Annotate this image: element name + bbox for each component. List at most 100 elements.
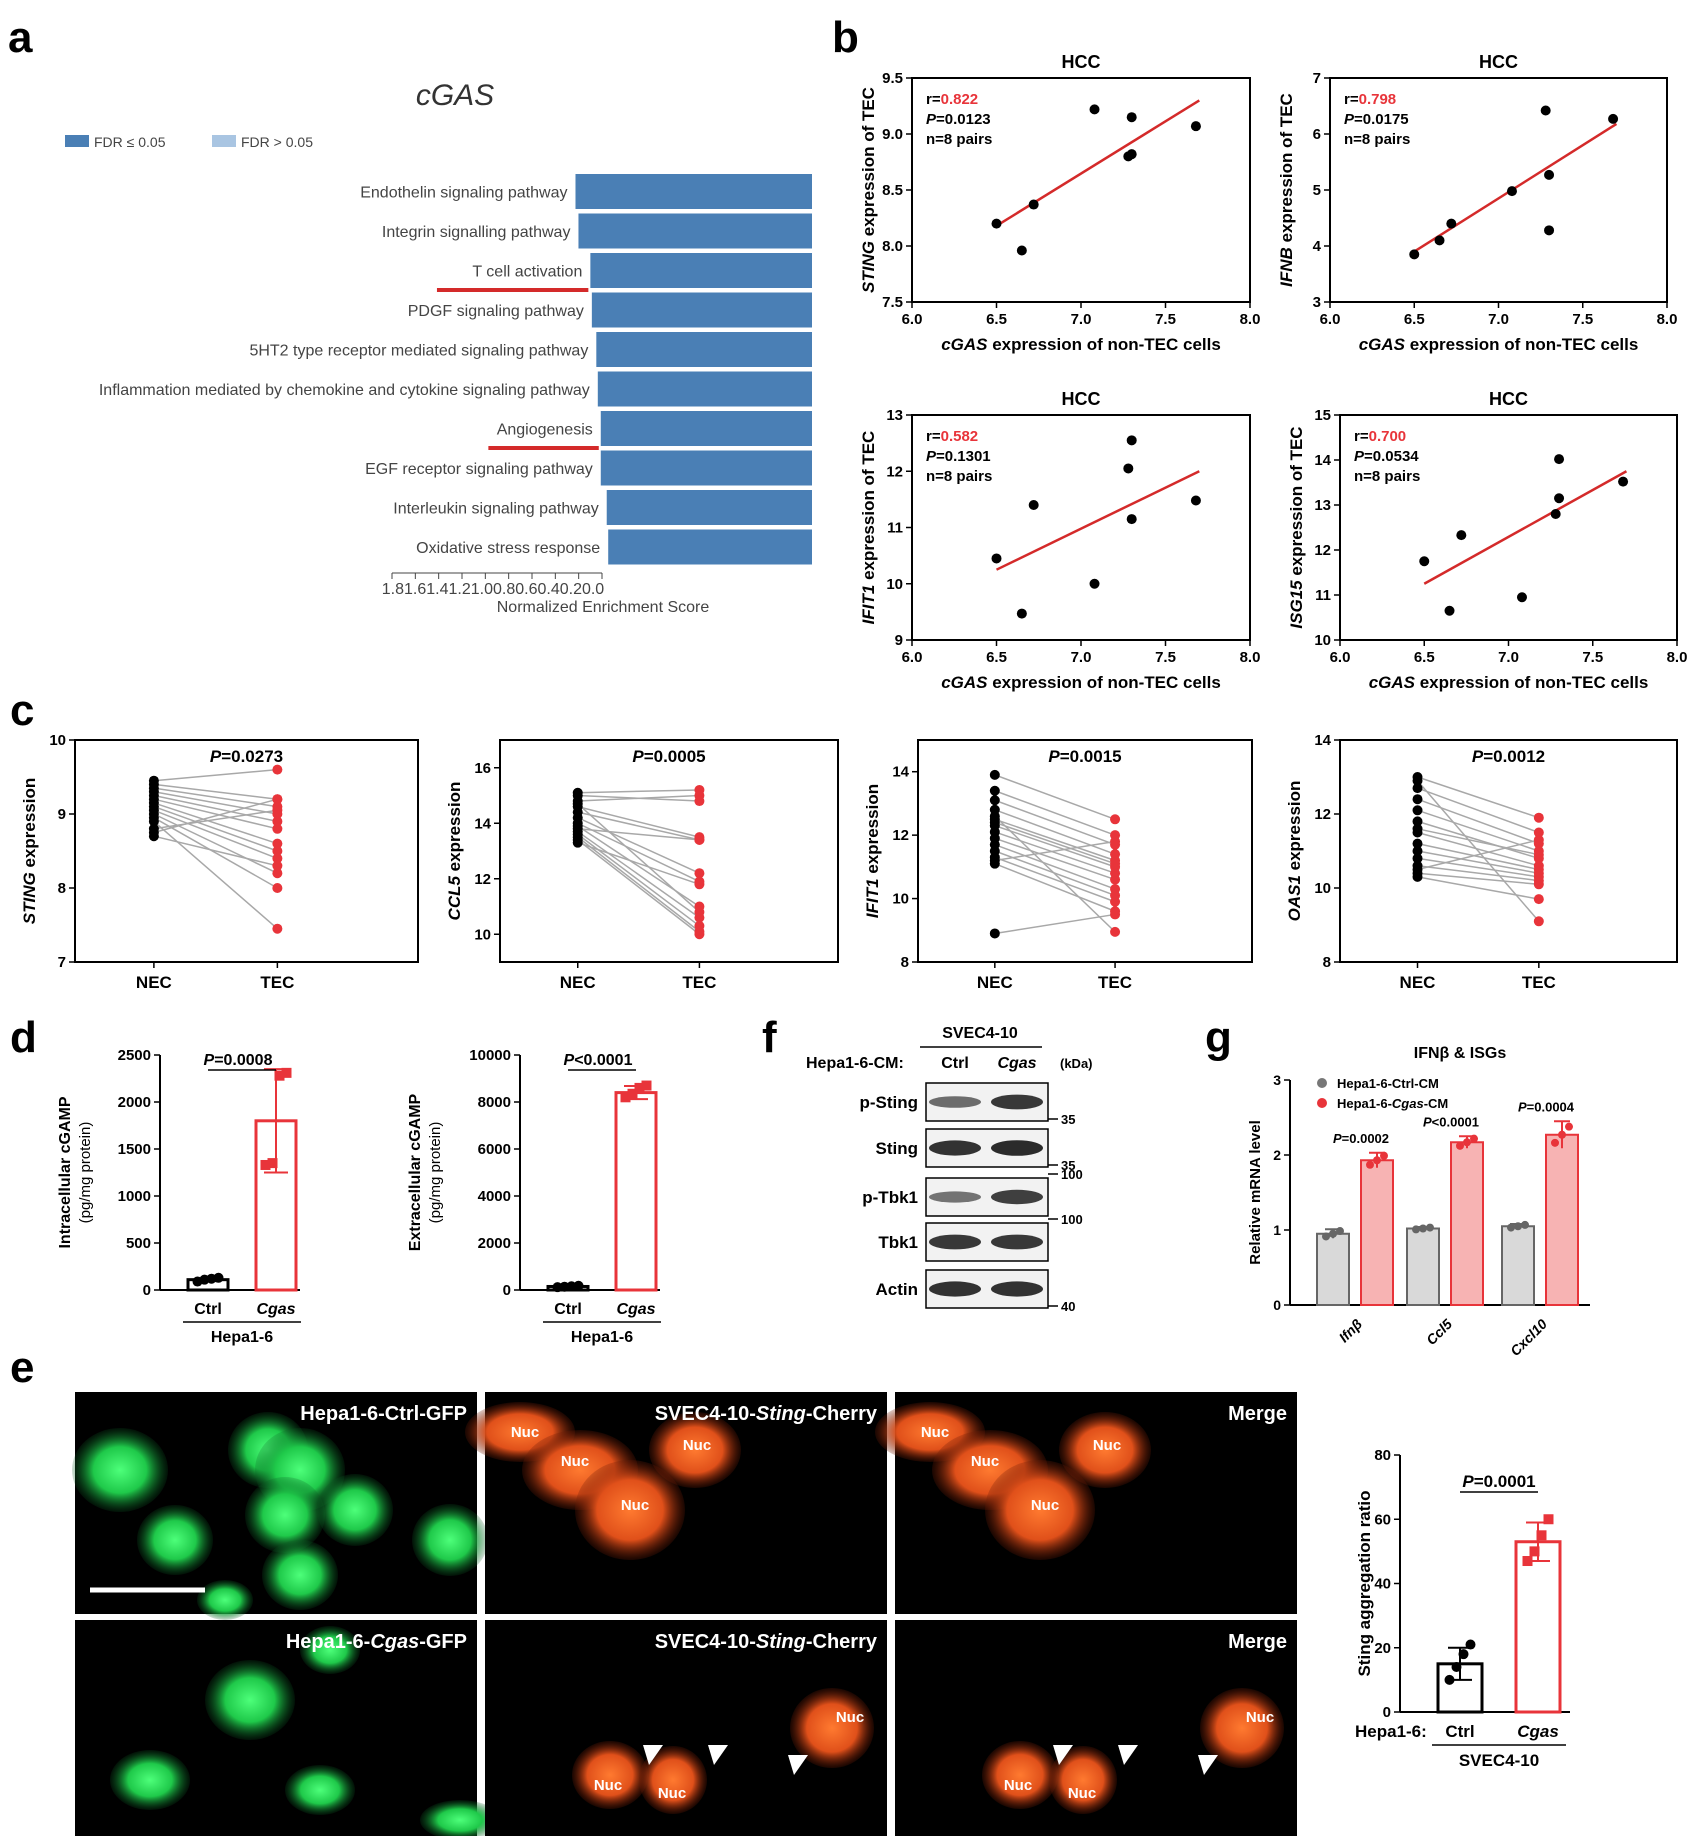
nec-point (1412, 846, 1423, 856)
x-category: Cxcl10 (1507, 1316, 1550, 1359)
nec-point (572, 823, 583, 834)
x-category-tec: TEC (1522, 973, 1556, 992)
r-value: r=0.700 (1354, 428, 1406, 445)
nec-point (1412, 816, 1423, 827)
y-tick-label: 0 (503, 1282, 511, 1299)
scatter-b4: HCC 6.0 6.5 7.0 7.5 8.0 10 11 12 13 14 15 cGAS expre… (1287, 389, 1687, 692)
pair-line (1417, 872, 1539, 886)
data-point (1521, 1220, 1529, 1229)
pair-line (1417, 820, 1540, 860)
pair-line (577, 841, 700, 886)
arrowhead-marker (708, 1745, 728, 1765)
data-point (1444, 1674, 1455, 1685)
paired-c4: 8 10 12 14 OAS1 expression P=0.0012 NEC TEC (1285, 732, 1678, 992)
p-value: P<0.0001 (1423, 1114, 1479, 1129)
data-point (1373, 1156, 1381, 1165)
y-tick-label: 6000 (478, 1141, 511, 1158)
data-point (1412, 1225, 1420, 1234)
blot-label: p-Tbk1 (862, 1188, 918, 1207)
pair-line (577, 822, 700, 883)
pair-line (994, 862, 1116, 912)
y-tick-label: 0 (1383, 1704, 1391, 1721)
pair-line (994, 843, 1116, 890)
y-tick-label: 10 (1314, 880, 1331, 897)
tec-point (272, 823, 283, 834)
nucleus-label: Nuc (1093, 1437, 1121, 1454)
tec-point (694, 790, 705, 801)
x-category: Ifnβ (1336, 1316, 1366, 1346)
data-point (1558, 1130, 1566, 1139)
pair-line (153, 787, 278, 808)
enrichment-bar (591, 292, 812, 328)
nucleus-label: Nuc (1004, 1777, 1032, 1794)
data-point (281, 1067, 292, 1078)
blot-kda: (kDa) (1060, 1056, 1093, 1071)
micrograph-label: Hepa1-6-Ctrl-GFP (300, 1403, 467, 1425)
arrowhead-marker (643, 1745, 663, 1765)
pair-line (153, 835, 278, 867)
tec-point (272, 838, 283, 849)
legend-ctrl: Hepa1-6-Ctrl-CM (1337, 1076, 1439, 1091)
pair-line (153, 802, 278, 845)
data-point (1329, 1229, 1337, 1238)
pair-line (994, 856, 1116, 903)
micrograph: Hepa1-6-Cgas-GFP (75, 1620, 500, 1836)
nec-point (989, 817, 1000, 828)
micrograph: Nuc Nuc Nuc SVEC4-10-Sting-Cherry (485, 1620, 887, 1836)
pair-line (153, 768, 278, 782)
tec-point (272, 868, 283, 879)
scatter-b1: HCC 6.0 6.5 7.0 7.5 8.0 7.5 8.0 8.5 9.0 9.5 cGAS ex… (859, 52, 1260, 354)
group-label: SVEC4-10 (1459, 1751, 1539, 1770)
y-tick-label: 12 (1314, 542, 1331, 559)
gfp-cell (197, 1580, 253, 1620)
legend-cgas: Hepa1-6-Cgas-CM (1337, 1096, 1448, 1111)
group-prefix: Hepa1-6: (1355, 1722, 1427, 1741)
y-tick-label: 1000 (118, 1188, 151, 1205)
bar-chart-e_bar: 0 20 40 60 80 Sting aggregation ratio Hepa1-6:… (1355, 1447, 1570, 1770)
y-tick-label: 3 (1273, 1072, 1281, 1088)
y-tick-label: 7 (1313, 70, 1321, 87)
pair-line (153, 813, 278, 874)
bar (1406, 1227, 1440, 1306)
x-category-nec: NEC (560, 973, 596, 992)
panel-a-enrichment-chart: cGAS FDR ≤ 0.05 FDR > 0.05 Endothelin si… (65, 79, 812, 616)
y-tick-label: 8 (901, 954, 909, 971)
tec-point (272, 883, 283, 893)
y-tick-label: 1500 (118, 1141, 151, 1158)
y-tick-label: 500 (126, 1235, 151, 1252)
nec-point (1412, 838, 1423, 849)
data-point (1190, 121, 1201, 132)
tec-point (1533, 849, 1544, 860)
cherry-cell (790, 1688, 874, 1768)
p-value: P=0.0015 (1048, 747, 1121, 766)
pair-line (577, 817, 700, 874)
pathway-label: Angiogenesis (497, 422, 593, 439)
x-category-cgas: Cgas (1517, 1722, 1559, 1741)
blot-band (929, 1191, 981, 1203)
x-tick-label: 7.5 (1155, 649, 1176, 666)
legend-swatch-fdr-nonsig (212, 135, 236, 147)
y-axis-label: OAS1 expression (1285, 781, 1304, 922)
tec-point (1533, 827, 1544, 838)
gfp-cell (137, 1505, 213, 1575)
plot-title: HCC (1479, 52, 1518, 72)
bar (1545, 1133, 1579, 1306)
micrograph: Nuc Nuc Nuc Nuc Merge (875, 1392, 1297, 1614)
data-point (1458, 1649, 1469, 1660)
y-axis-label: Intracellular cGAMP (57, 1096, 74, 1248)
legend-fdr-nonsig: FDR > 0.05 (241, 134, 313, 150)
enrichment-bar (578, 213, 812, 249)
x-tick-label: 8.0 (1657, 311, 1678, 328)
data-point (634, 1082, 645, 1093)
y-axis-label: Extracellular cGAMP (407, 1093, 424, 1251)
x-category-tec: TEC (1098, 973, 1132, 992)
x-category: Ccl5 (1423, 1316, 1455, 1348)
blot-band (929, 1140, 981, 1156)
micrograph-label: Merge (1228, 1631, 1287, 1653)
x-tick-label: 6.0 (902, 649, 923, 666)
tec-point (272, 860, 283, 871)
bar-chart-d1: 0 500 1000 1500 2000 2500 Intracellular cGAMP(… (57, 1047, 301, 1346)
nec-point (1412, 775, 1423, 786)
y-tick-label: 4000 (478, 1188, 511, 1205)
tec-point (272, 923, 283, 934)
